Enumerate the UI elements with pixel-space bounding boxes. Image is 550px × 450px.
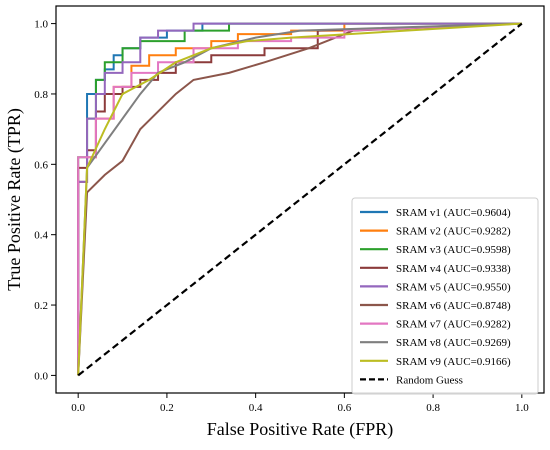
y-axis-label: True Positive Rate (TPR) <box>4 108 25 291</box>
x-tick-label: 1.0 <box>515 402 529 414</box>
tick-layer: 0.0 0.2 0.4 0.6 0.8 1.0 0.0 0.2 0.4 0.6 0.8 1.0 <box>34 19 529 414</box>
legend-label: SRAM v3 (AUC=0.9598) <box>396 244 511 256</box>
y-tick-label: 1.0 <box>34 19 48 31</box>
legend-label: SRAM v1 (AUC=0.9604) <box>396 207 511 219</box>
series-line-v6 <box>77 22 522 376</box>
x-tick-label: 0.0 <box>71 402 85 414</box>
y-tick-label: 0.8 <box>34 89 48 101</box>
legend-label: SRAM v5 (AUC=0.9550) <box>396 281 511 293</box>
x-tick-label: 0.2 <box>160 402 174 414</box>
series-line-v5 <box>77 22 522 376</box>
series-line-v9 <box>77 22 522 376</box>
y-tick-label: 0.6 <box>34 159 48 171</box>
y-tick-label: 0.2 <box>34 300 48 312</box>
x-axis-label: False Positive Rate (FPR) <box>207 419 394 440</box>
legend-label: Random Guess <box>396 374 463 386</box>
series-line-v4 <box>77 22 522 376</box>
random-guess-line <box>77 22 523 377</box>
series-group <box>77 22 523 377</box>
legend-label: SRAM v8 (AUC=0.9269) <box>396 337 511 349</box>
x-tick-label: 0.8 <box>426 402 440 414</box>
legend-label: SRAM v6 (AUC=0.8748) <box>396 300 511 312</box>
legend-box <box>351 197 539 395</box>
legend-label: SRAM v9 (AUC=0.9166) <box>396 356 511 368</box>
plot-frame <box>55 5 545 394</box>
y-tick-label: 0.0 <box>34 370 48 382</box>
y-tick-label: 0.4 <box>34 230 48 242</box>
legend: SRAM v1 (AUC=0.9604) SRAM v2 (AUC=0.9282)… <box>351 197 539 395</box>
x-tick-label: 0.6 <box>337 402 351 414</box>
x-tick-label: 0.4 <box>249 402 263 414</box>
legend-label: SRAM v2 (AUC=0.9282) <box>396 226 511 238</box>
legend-label: SRAM v7 (AUC=0.9282) <box>396 319 511 331</box>
legend-label: SRAM v4 (AUC=0.9338) <box>396 263 511 275</box>
plot-layer <box>55 5 545 394</box>
